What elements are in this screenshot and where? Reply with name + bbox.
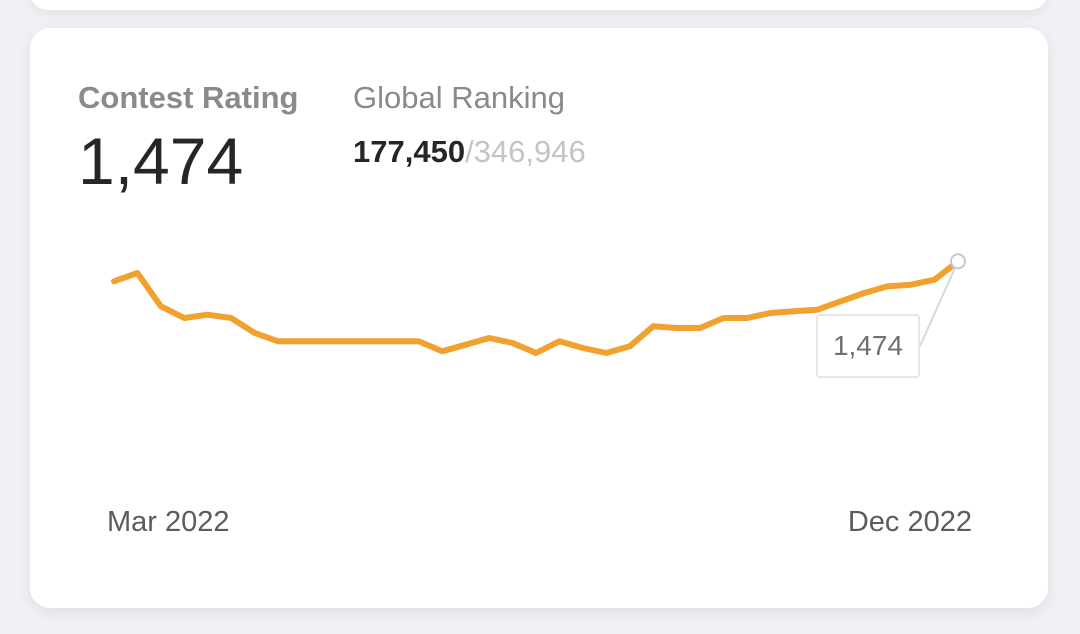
rating-tooltip: 1,474 [816,314,920,378]
rating-line-series[interactable] [111,258,961,356]
x-axis-start-label: Mar 2022 [107,506,230,538]
previous-card-edge [30,0,1048,10]
tooltip-connector-line [919,260,959,347]
contest-rating-value: 1,474 [78,124,244,198]
global-ranking-separator: / [465,134,474,169]
global-ranking-current: 177,450 [353,134,466,169]
global-ranking-label: Global Ranking [353,80,565,115]
x-axis-end-label: Dec 2022 [847,506,972,538]
contest-rating-label: Contest Rating [78,80,299,115]
latest-rating-point[interactable] [950,253,966,270]
contest-rating-card: Contest Rating 1,474 Global Ranking 177,… [30,28,1048,608]
global-ranking-value: 177,450/346,946 [353,136,586,167]
rating-history-chart[interactable] [30,28,1048,608]
global-ranking-total: 346,946 [473,134,586,169]
